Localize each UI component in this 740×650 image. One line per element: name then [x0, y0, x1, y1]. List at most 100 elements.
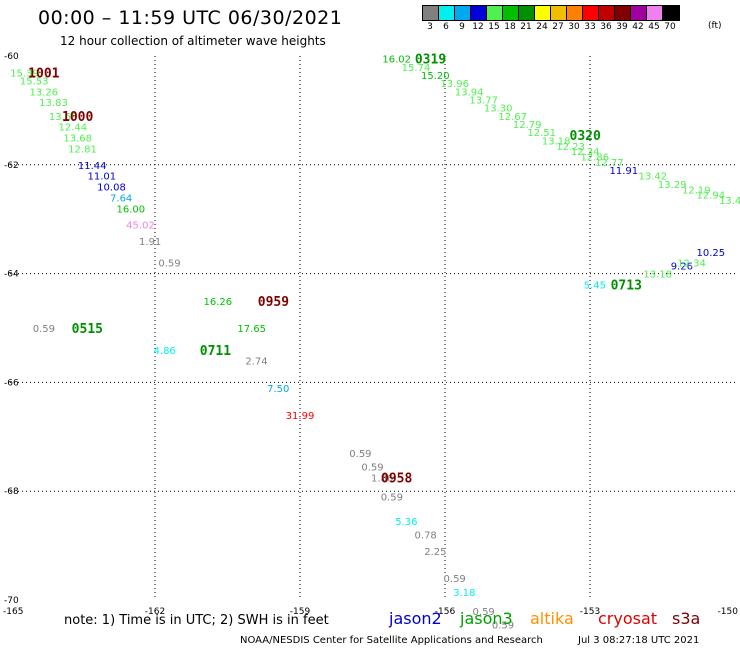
color-scale-label: 9 [459, 22, 465, 32]
color-scale-label: 45 [648, 22, 660, 32]
wave-height-label: 12.94 [697, 191, 726, 202]
color-swatch [583, 6, 599, 20]
x-tick-label: -153 [580, 607, 600, 617]
wave-height-label: 0.59 [349, 449, 371, 460]
legend-cryosat: cryosat [598, 609, 658, 628]
color-swatch [503, 6, 519, 20]
wave-height-label: 12.19 [682, 185, 711, 196]
wave-height-label: 9.26 [671, 261, 693, 272]
wave-height-label: 13.96 [440, 79, 469, 90]
wave-height-label: 12.79 [513, 120, 542, 131]
color-swatch [535, 6, 551, 20]
wave-height-label: 0.59 [158, 259, 180, 270]
credit-line: NOAA/NESDIS Center for Satellite Applica… [240, 635, 543, 646]
wave-height-label: 0.59 [361, 463, 383, 474]
color-swatch [423, 6, 439, 20]
color-scale-label: 39 [616, 22, 628, 32]
wave-height-label: 4.86 [154, 346, 176, 357]
wave-height-label: 16.00 [117, 204, 146, 215]
wave-height-label: 11.91 [610, 166, 639, 177]
color-scale-label: 24 [536, 22, 548, 32]
color-swatch [471, 6, 487, 20]
generated-timestamp: Jul 3 08:27:18 UTC 2021 [578, 635, 700, 646]
color-swatch [519, 6, 535, 20]
y-tick-label: -64 [4, 270, 19, 280]
wave-height-label: 13.26 [30, 87, 59, 98]
wave-height-label: 13.29 [658, 180, 687, 191]
wave-height-label: 45.02 [126, 221, 155, 232]
time-annotation: 0958 [381, 472, 412, 487]
color-scale-label: 27 [552, 22, 564, 32]
time-annotation: 0713 [611, 278, 642, 293]
color-scale-label: 33 [584, 22, 596, 32]
wave-height-label: 12.23 [556, 142, 585, 153]
legend-jason2: jason2 [389, 609, 442, 628]
y-tick-label: -62 [4, 161, 19, 171]
color-scale-label: 18 [504, 22, 516, 32]
color-scale-label: 12 [472, 22, 484, 32]
wave-height-label: 0.59 [492, 620, 514, 631]
wave-height-label: 13.18 [643, 270, 672, 281]
time-annotation: 1000 [62, 110, 93, 125]
wave-height-label: 13.94 [455, 87, 484, 98]
legend-jason3: jason3 [460, 609, 513, 628]
wave-height-label: 12.67 [498, 112, 527, 123]
wave-height-label: 7.64 [110, 193, 132, 204]
color-swatch [599, 6, 615, 20]
chart-title: 00:00 – 11:59 UTC 06/30/2021 [38, 7, 343, 29]
x-tick-label: -150 [718, 607, 739, 617]
time-annotation: 0959 [258, 295, 289, 310]
wave-height-label: 12.81 [68, 144, 97, 155]
wave-height-label: 13.83 [39, 98, 68, 109]
time-annotation: 0319 [415, 53, 446, 68]
wave-height-label: 12.86 [581, 153, 610, 164]
wave-height-label: 11.44 [78, 161, 107, 172]
color-swatch [631, 6, 647, 20]
wave-height-label: 0.59 [33, 324, 55, 335]
time-annotation: 1001 [28, 66, 59, 81]
legend-altika: altika [530, 609, 574, 628]
color-swatch [615, 6, 631, 20]
color-swatch [487, 6, 503, 20]
legend-s3a: s3a [672, 609, 701, 628]
y-tick-label: -66 [4, 378, 19, 388]
color-swatch [455, 6, 471, 20]
color-scale-label: 42 [632, 22, 644, 32]
color-scale-label: 30 [568, 22, 580, 32]
color-scale-label: 70 [664, 22, 676, 32]
color-swatch [663, 6, 679, 20]
time-annotation: 0515 [72, 322, 103, 337]
footer: note: 1) Time is in UTC; 2) SWH is in fe… [0, 605, 740, 650]
wave-height-label: 12.44 [59, 123, 88, 134]
wave-height-label: 13.77 [469, 96, 498, 107]
wave-height-label: 0.78 [415, 531, 437, 542]
y-tick-label: -70 [4, 596, 19, 606]
color-swatch [567, 6, 583, 20]
color-swatch [647, 6, 663, 20]
wave-height-label: 11.01 [88, 172, 117, 183]
wave-height-label: 0.59 [473, 607, 495, 618]
wave-height-label: 16.26 [204, 297, 233, 308]
color-scale-unit: (ft) [708, 21, 722, 31]
wave-height-label: 12.77 [595, 158, 624, 169]
wave-height-label: 15.53 [20, 76, 49, 87]
color-swatch [551, 6, 567, 20]
wave-height-label: 13.66 [49, 112, 78, 123]
wave-height-label: 5.45 [584, 280, 606, 291]
wave-height-label: 15.39 [10, 68, 39, 79]
wave-height-label: 16.02 [382, 55, 411, 66]
color-scale-label: 36 [600, 22, 612, 32]
y-tick-label: -68 [4, 487, 19, 497]
wave-height-label: 7.50 [267, 384, 289, 395]
x-tick-label: -162 [145, 607, 165, 617]
wave-height-label: 1.91 [139, 237, 161, 248]
color-scale-label: 6 [443, 22, 449, 32]
wave-height-label: 31.99 [286, 411, 315, 422]
wave-height-label: 13.30 [484, 104, 513, 115]
x-tick-label: -156 [435, 607, 456, 617]
color-swatch [439, 6, 455, 20]
wave-height-label: 13.4 [719, 196, 740, 207]
footer-note: note: 1) Time is in UTC; 2) SWH is in fe… [64, 613, 329, 628]
x-tick-label: -159 [290, 607, 311, 617]
